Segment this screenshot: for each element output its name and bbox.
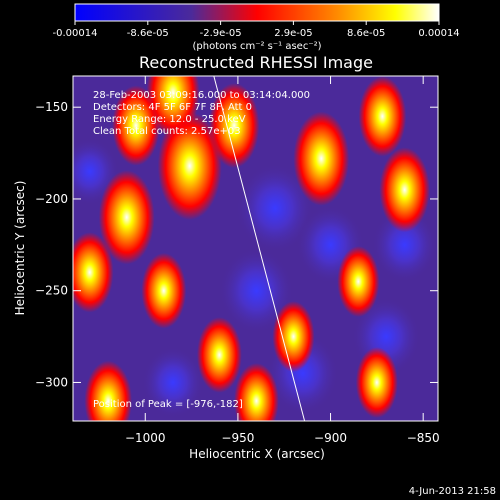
hot-spot — [73, 232, 114, 313]
footer-date: 4-Jun-2013 21:58 — [409, 486, 496, 497]
hot-spot — [196, 317, 242, 393]
colorbar — [74, 3, 440, 22]
heatmap-image — [73, 76, 438, 421]
x-tick-label: −850 — [407, 431, 440, 445]
cold-spot — [372, 207, 438, 283]
x-tick-label: −1000 — [125, 431, 166, 445]
peak-position-label: Position of Peak = [-976,-182] — [93, 399, 243, 410]
hot-spot — [293, 111, 350, 206]
y-tick-label: −250 — [35, 284, 68, 298]
colorbar-tick-label: -0.00014 — [53, 28, 98, 39]
hot-spot — [337, 246, 380, 318]
x-tick-label: −950 — [221, 431, 254, 445]
observation-info: 28-Feb-2003 03:09:16.000 to 03:14:04.000… — [93, 90, 310, 137]
solar-limb-line — [213, 75, 306, 422]
colorbar-tick-label: 0.00014 — [418, 28, 459, 39]
y-axis-label: Heliocentric Y (arcsec) — [13, 181, 27, 316]
hot-spot — [157, 111, 222, 220]
info-line: Clean Total counts: 2.57e+03 — [93, 126, 241, 137]
colorbar-tick-label: -2.9e-05 — [200, 28, 242, 39]
axis-ticks: −1000 −950 −900 −850 −150 −200 −250 −300 — [35, 76, 440, 445]
y-tick-label: −300 — [35, 375, 68, 389]
colorbar-tick-label: 2.9e-05 — [274, 28, 312, 39]
cold-spot — [219, 247, 294, 334]
y-tick-label: −150 — [35, 100, 68, 114]
chart-title: Reconstructed RHESSI Image — [139, 53, 373, 72]
cold-spot — [236, 163, 314, 253]
info-line: Detectors: 4F 5F 6F 7F 8F, Att 0 — [93, 102, 252, 113]
x-tick-label: −900 — [314, 431, 347, 445]
hot-spot — [98, 170, 155, 265]
info-line: Energy Range: 12.0 - 25.0 keV — [93, 114, 246, 125]
hot-spot — [146, 76, 200, 138]
y-tick-label: −200 — [35, 192, 68, 206]
hot-spot — [84, 360, 132, 421]
colorbar-tick-label: 8.6e-05 — [347, 28, 385, 39]
colorbar-units-label: (photons cm⁻² s⁻¹ asec⁻²) — [192, 41, 321, 52]
x-axis-label: Heliocentric X (arcsec) — [189, 447, 325, 461]
plot-frame — [72, 75, 439, 422]
info-line: 28-Feb-2003 03:09:16.000 to 03:14:04.000 — [93, 90, 310, 101]
hot-spot — [234, 363, 279, 421]
hot-spot — [355, 346, 398, 418]
hot-spot — [272, 301, 315, 373]
colorbar-ticks: -0.00014 -8.6e-05 -2.9e-05 2.9e-05 8.6e-05 0.… — [53, 21, 460, 39]
hot-spot — [112, 85, 160, 166]
hot-spot — [358, 76, 407, 157]
cold-spot — [142, 346, 205, 419]
colorbar-tick-label: -8.6e-05 — [127, 28, 169, 39]
hot-spot — [379, 147, 430, 233]
hot-spot — [141, 252, 187, 329]
